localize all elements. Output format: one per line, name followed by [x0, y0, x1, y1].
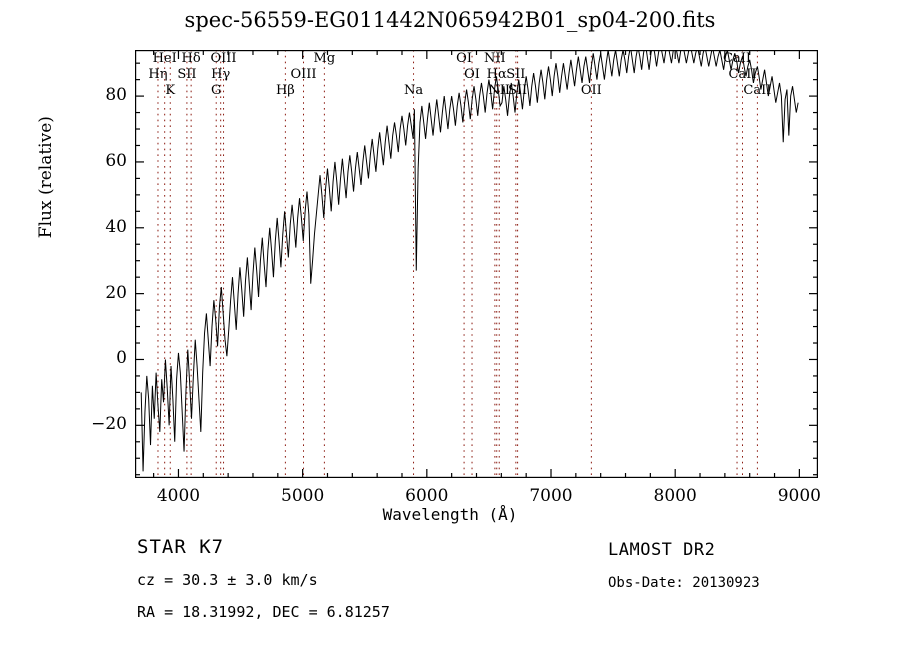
spectral-line-label: SII [177, 67, 196, 82]
spectral-line-label: OIII [290, 67, 316, 82]
plot-frame [135, 50, 818, 478]
spectral-line-label: SII [508, 83, 527, 98]
y-tick-label: 80 [105, 85, 127, 106]
x-tick-label: 4000 [156, 486, 201, 506]
coordinates: RA = 18.31992, DEC = 6.81257 [137, 603, 390, 621]
spectral-line-label: Mg [314, 51, 336, 66]
x-axis-label: Wavelength (Å) [382, 505, 518, 524]
spectral-line-label: Hδ [182, 51, 201, 66]
y-tick-label: −20 [91, 414, 127, 435]
x-tick-label: 9000 [777, 486, 821, 506]
y-tick-label: 20 [105, 282, 127, 303]
spectral-line-label: SII [506, 67, 525, 82]
spectral-line-label: Hη [148, 67, 167, 82]
spectral-line-label: Hβ [276, 83, 295, 98]
x-tick-label: 8000 [653, 486, 697, 506]
y-axis-label: Flux (relative) [36, 0, 56, 238]
x-tick-label: 7000 [529, 486, 573, 506]
spectral-line-label: CaII [743, 83, 771, 98]
spectral-line-label: OIII [211, 51, 237, 66]
spectral-line-label: OI [464, 67, 480, 82]
spectral-line-label: Hα [487, 67, 507, 82]
spectral-line-label: Hγ [211, 67, 230, 82]
spectral-line-label: G [211, 83, 221, 98]
x-tick-label: 5000 [281, 486, 325, 506]
spectral-line-label: OII [581, 83, 602, 98]
spectral-line-label: OI [456, 51, 472, 66]
redshift-value: cz = 30.3 ± 3.0 km/s [137, 571, 318, 589]
spectral-line-label: CaII [723, 51, 751, 66]
spectral-line-label: CaII [729, 67, 757, 82]
y-tick-label: 0 [116, 348, 127, 369]
y-tick-label: 40 [105, 216, 127, 237]
y-axis-label-text: Flux (relative) [36, 116, 56, 239]
spectral-line-label: NII [484, 51, 506, 66]
x-tick-label: 6000 [405, 486, 449, 506]
observation-date: Obs-Date: 20130923 [608, 575, 760, 591]
spectral-line-label: Na [404, 83, 423, 98]
y-tick-label: 60 [105, 150, 127, 171]
survey-name: LAMOST DR2 [608, 540, 716, 560]
page-title: spec-56559-EG011442N065942B01_sp04-200.f… [184, 8, 716, 32]
spectrum-plot: HeI Hδ OIII Mg OI NII CaII Hη SII Hγ OIII OI Hα SII Ca… [135, 50, 818, 478]
spectral-line-label: NII [488, 83, 510, 98]
object-class: STAR K7 [137, 536, 225, 558]
spectral-line-label: HeI [153, 51, 177, 66]
spectral-line-label: K [165, 83, 175, 98]
spectrum-trace [140, 50, 799, 472]
